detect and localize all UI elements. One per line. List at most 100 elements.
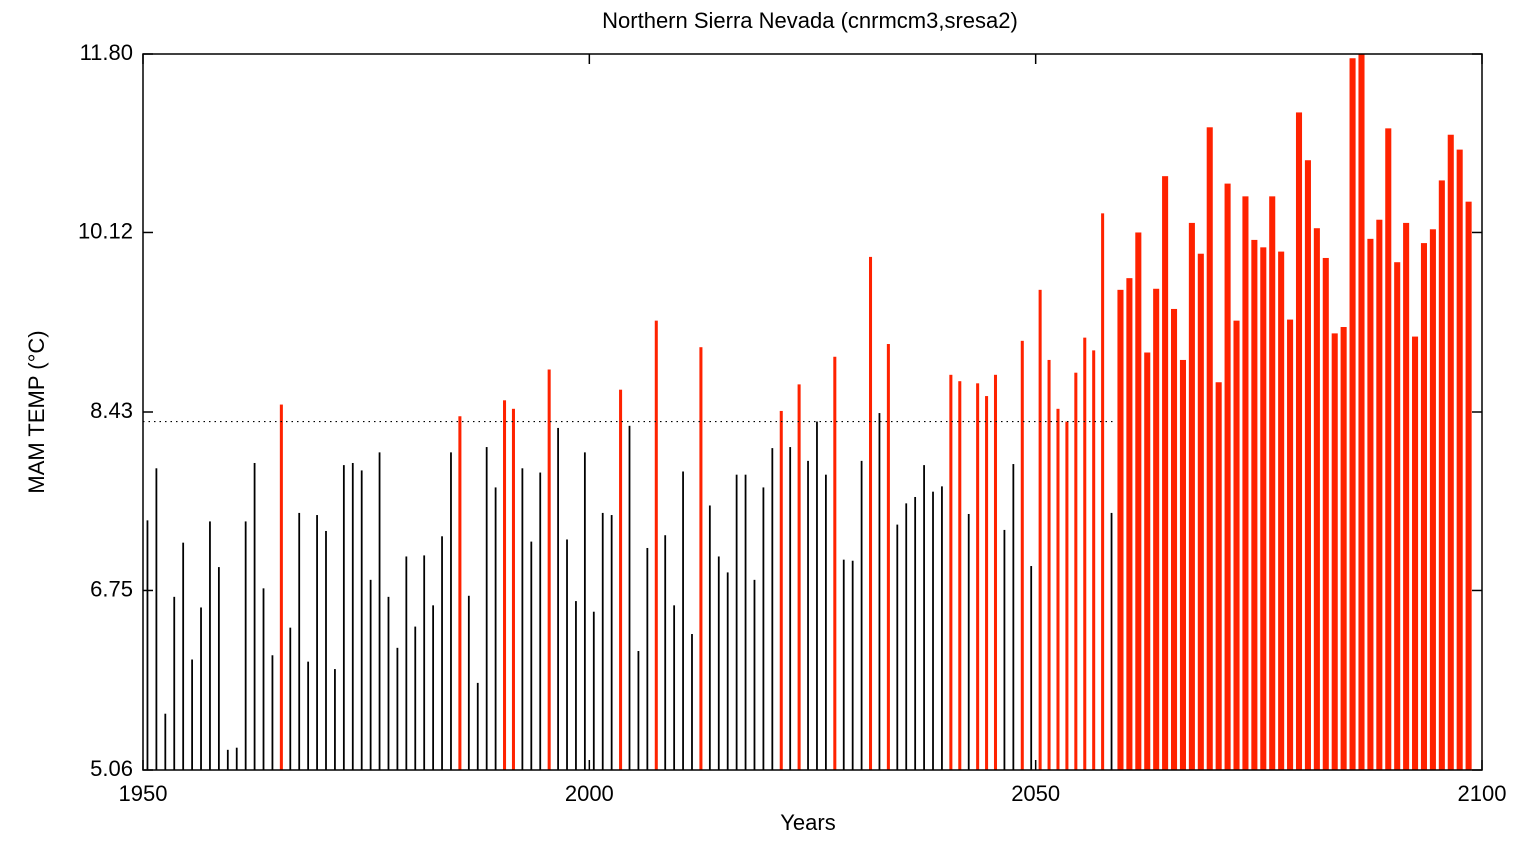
bar xyxy=(1385,128,1392,771)
bar xyxy=(1047,359,1051,770)
bar xyxy=(1117,289,1124,770)
bar xyxy=(664,535,667,770)
bar xyxy=(182,542,185,770)
bar xyxy=(735,474,738,770)
bar xyxy=(432,605,435,770)
bar xyxy=(155,468,158,770)
bar xyxy=(976,383,980,770)
bar xyxy=(1322,257,1329,771)
y-tick-label: 10.12 xyxy=(78,218,133,243)
bar xyxy=(173,596,176,770)
bar xyxy=(387,596,390,770)
bar xyxy=(1083,337,1087,770)
bar xyxy=(1038,289,1042,770)
bar xyxy=(1376,219,1383,770)
bar xyxy=(1340,327,1347,770)
bar xyxy=(1162,176,1169,771)
bar xyxy=(1030,566,1033,770)
bar xyxy=(244,521,247,770)
bar xyxy=(1233,320,1240,770)
bar xyxy=(1074,372,1078,770)
bar xyxy=(699,347,703,770)
bar xyxy=(682,471,684,770)
bar xyxy=(1251,239,1258,771)
bar xyxy=(869,256,873,770)
bar xyxy=(316,515,318,770)
bar xyxy=(691,634,693,770)
bar xyxy=(851,560,854,770)
bar xyxy=(726,572,729,770)
bar xyxy=(289,627,292,770)
x-tick-label: 2000 xyxy=(565,781,614,806)
bar xyxy=(521,468,524,770)
bar xyxy=(779,410,783,770)
bar xyxy=(914,496,917,770)
bar xyxy=(654,320,658,770)
bar xyxy=(1101,213,1105,771)
bar xyxy=(539,472,542,770)
bar xyxy=(334,669,336,770)
bar xyxy=(423,555,426,770)
bar xyxy=(1126,278,1133,770)
bar xyxy=(575,601,577,770)
bar xyxy=(378,452,381,770)
bar xyxy=(164,713,167,770)
bar xyxy=(673,605,676,770)
bar xyxy=(1429,229,1436,770)
bar xyxy=(1295,112,1303,770)
bar xyxy=(1304,160,1311,771)
bar xyxy=(1456,149,1463,771)
bar xyxy=(547,369,551,770)
bar xyxy=(1420,243,1428,771)
bar xyxy=(878,413,881,770)
bar xyxy=(619,389,623,770)
bar xyxy=(1012,464,1015,770)
bar xyxy=(494,487,497,770)
bar xyxy=(235,747,238,770)
bar xyxy=(717,556,720,770)
bar xyxy=(583,452,586,770)
bar xyxy=(1358,54,1365,770)
bar xyxy=(1242,196,1249,770)
bar xyxy=(941,486,943,770)
bar xyxy=(1092,350,1096,770)
bar xyxy=(485,447,488,770)
y-axis-label: MAM TEMP (°C) xyxy=(24,330,49,493)
x-tick-label: 1950 xyxy=(119,781,168,806)
bar xyxy=(476,682,479,770)
bar xyxy=(1197,253,1204,770)
bar xyxy=(458,416,462,770)
bar xyxy=(824,474,827,770)
chart-title: Northern Sierra Nevada (cnrmcm3,sresa2) xyxy=(602,8,1018,33)
bar xyxy=(958,381,962,770)
bar xyxy=(191,659,193,770)
bar xyxy=(298,512,301,770)
bar xyxy=(226,749,229,770)
bar xyxy=(530,541,533,770)
bar xyxy=(1153,288,1160,770)
bar xyxy=(1135,232,1142,770)
bar xyxy=(351,462,354,770)
bar xyxy=(1313,228,1320,770)
bar xyxy=(610,515,613,770)
bar xyxy=(744,474,747,770)
bar xyxy=(797,384,801,770)
bar xyxy=(1278,251,1285,770)
bar xyxy=(905,503,908,770)
bar xyxy=(1188,222,1195,770)
bar xyxy=(467,595,470,770)
bar xyxy=(860,460,863,770)
bar xyxy=(592,611,595,770)
bar xyxy=(1144,352,1151,770)
bar xyxy=(886,344,890,770)
bar xyxy=(566,539,568,770)
bar xyxy=(271,655,274,770)
bar xyxy=(932,491,934,770)
bar xyxy=(1065,421,1069,770)
bar xyxy=(262,588,265,770)
bar xyxy=(1179,359,1186,770)
bar xyxy=(1438,180,1445,771)
bar xyxy=(601,512,604,770)
bar xyxy=(753,579,756,770)
